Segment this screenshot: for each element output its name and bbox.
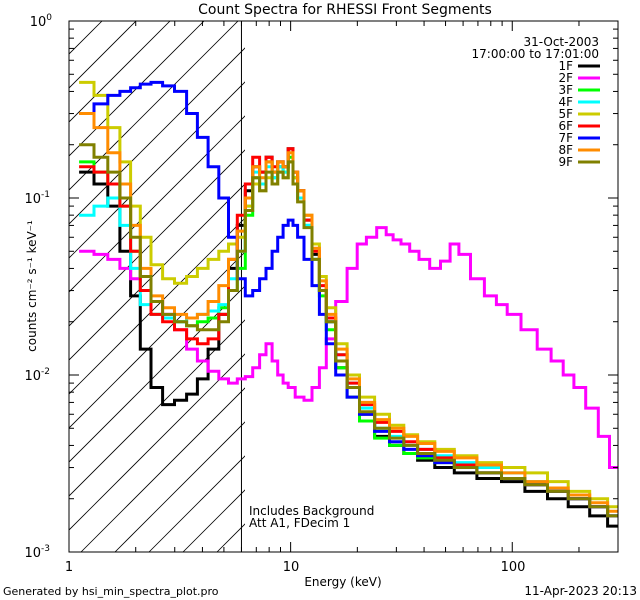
date-label: 31-Oct-2003 [523,35,599,49]
hatch-line [69,21,171,123]
y-tick-label-1e-2: 10-2 [24,367,50,384]
legend-label-9F: 9F [558,155,573,169]
legend-label-8F: 8F [558,143,573,157]
hatch-line [80,387,245,552]
time-range-label: 17:00:00 to 17:01:00 [472,47,599,61]
hatch-line [69,81,245,259]
y-tick-label-1e-3: 10-3 [24,544,50,561]
y-tick-label-1e0: 100 [30,13,53,30]
hatch-line [69,183,245,361]
hatch-line [69,285,245,463]
hatch-line [69,21,205,157]
hatch-line [69,21,137,89]
legend-label-6F: 6F [558,119,573,133]
legend-label-1F: 1F [558,59,573,73]
hatch-line [69,217,245,395]
series-2F [79,226,618,469]
generated-by-label: Generated by hsi_min_spectra_plot.pro [3,585,219,598]
y-axis-label: counts cm⁻² s⁻¹ keV⁻¹ [25,220,39,352]
plot-area [69,21,618,552]
series-9F [79,143,618,518]
legend-label-5F: 5F [558,107,573,121]
x-tick-label-1: 1 [65,560,73,575]
hatch-line [69,319,245,497]
hatch-line [114,421,245,552]
chart-title: Count Spectra for RHESSI Front Segments [198,2,492,18]
y-tick-label-1e-1: 10-1 [24,190,50,207]
hatch-line [69,353,245,531]
x-tick-labels: 1 10 100 [65,560,526,575]
series-8F [79,112,618,513]
hatch-line [69,21,239,191]
legend-label-7F: 7F [558,131,573,145]
hatch-line [69,21,103,55]
plot-frame [68,20,619,553]
y-tick-labels: 10-3 10-2 10-1 100 [24,13,52,561]
legend-label-3F: 3F [558,83,573,97]
legend-label-4F: 4F [558,95,573,109]
series-layer [79,80,618,528]
x-tick-label-10: 10 [283,560,300,575]
hatch-line [69,115,245,293]
x-tick-label-100: 100 [501,560,526,575]
x-axis-label: Energy (keV) [304,575,381,589]
timestamp-label: 11-Apr-2023 20:13 [524,584,637,598]
annotation-attenuator: Att A1, FDecim 1 [249,516,350,530]
series-6F [79,147,618,518]
axis-ticks [68,20,619,553]
hatch-line [69,149,245,327]
legend-label-2F: 2F [558,71,573,85]
annotation-background: Includes Background [249,504,374,518]
